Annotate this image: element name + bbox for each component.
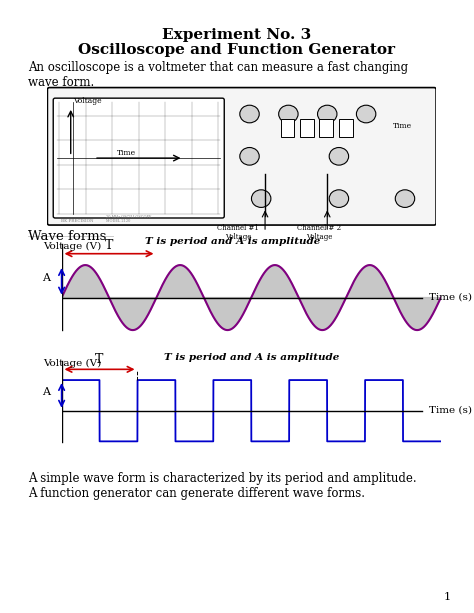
Circle shape [318, 105, 337, 123]
Text: Time: Time [118, 148, 137, 156]
Text: BK PRECISION: BK PRECISION [61, 219, 94, 223]
Text: Time (s): Time (s) [429, 405, 473, 414]
Bar [281, 120, 294, 137]
Text: 20 MHz OSCILLOSCOPE
MODEL 2120: 20 MHz OSCILLOSCOPE MODEL 2120 [106, 215, 151, 223]
Text: Voltage (V): Voltage (V) [43, 359, 101, 368]
Bar [339, 120, 353, 137]
Text: Voltage: Voltage [73, 97, 101, 105]
Text: Experiment No. 3: Experiment No. 3 [163, 28, 311, 42]
Text: Channel # 2
Voltage: Channel # 2 Voltage [297, 224, 342, 241]
Text: 1: 1 [443, 592, 450, 602]
Bar [319, 120, 333, 137]
Text: Oscilloscope and Function Generator: Oscilloscope and Function Generator [79, 43, 395, 57]
Text: Time: Time [393, 122, 412, 130]
Circle shape [395, 190, 415, 207]
Text: T: T [95, 353, 104, 366]
Text: A simple wave form is characterized by its period and amplitude.
A function gene: A simple wave form is characterized by i… [28, 472, 417, 500]
Text: A: A [43, 273, 50, 283]
Circle shape [329, 190, 348, 207]
FancyBboxPatch shape [47, 88, 436, 225]
Bar [300, 120, 314, 137]
Circle shape [240, 148, 259, 165]
Circle shape [279, 105, 298, 123]
Text: A: A [43, 387, 50, 397]
Text: Voltage (V): Voltage (V) [43, 242, 101, 251]
Text: Time (s): Time (s) [429, 292, 473, 301]
Text: Channel #1
Voltage: Channel #1 Voltage [217, 224, 259, 241]
Circle shape [240, 105, 259, 123]
Circle shape [329, 148, 348, 165]
Text: T is period and A is amplitude: T is period and A is amplitude [145, 237, 320, 246]
Circle shape [251, 190, 271, 207]
FancyBboxPatch shape [53, 98, 224, 218]
Text: Wave forms: Wave forms [28, 230, 107, 243]
Text: An oscilloscope is a voltmeter that can measure a fast changing
wave form.: An oscilloscope is a voltmeter that can … [28, 61, 409, 89]
Text: T: T [105, 239, 113, 252]
Text: T is period and A is amplitude: T is period and A is amplitude [164, 353, 339, 362]
Circle shape [356, 105, 376, 123]
